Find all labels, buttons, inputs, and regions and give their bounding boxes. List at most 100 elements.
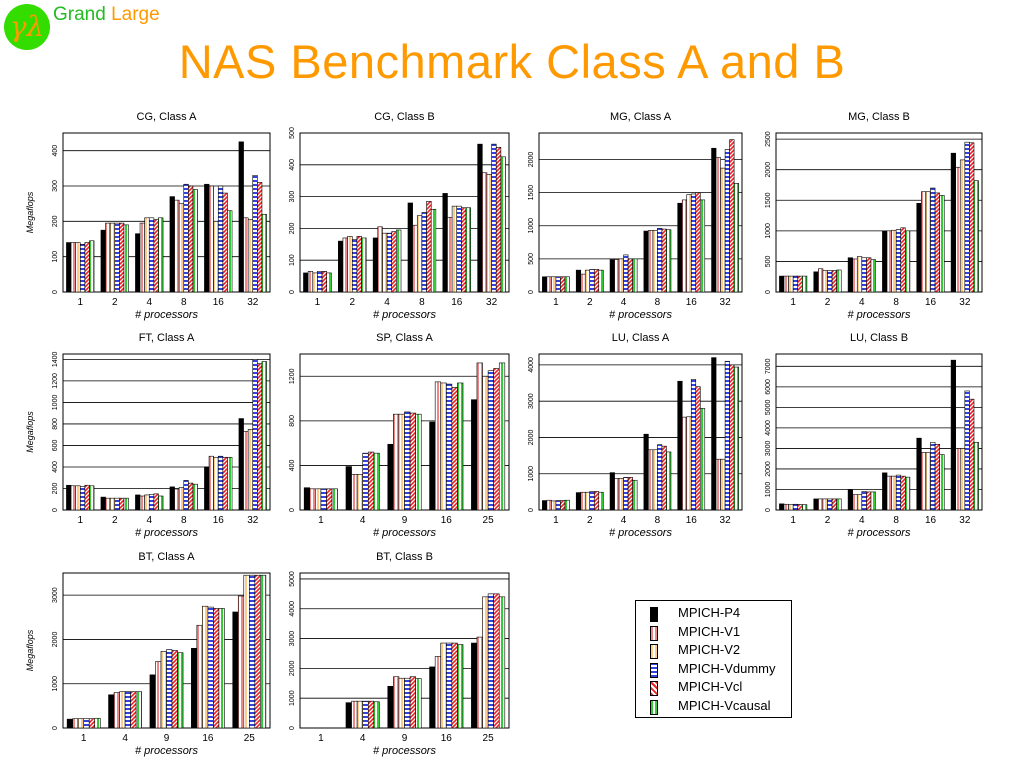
- bar-mpich-v1: [921, 452, 927, 511]
- bar-mpich-vcausal: [836, 269, 842, 293]
- bar-mpich-v2: [75, 242, 81, 293]
- bar-mpich-v1: [580, 491, 586, 511]
- bar-mpich-v2: [652, 449, 658, 511]
- chart-0: CG, Class A 0 100 200 300 400 1 2 4 8 16 32 # proces…: [25, 111, 271, 321]
- bar-mpich-vcausal: [177, 652, 184, 729]
- bar-mpich-v1: [139, 495, 145, 511]
- bar-mpich-vdummy: [930, 441, 936, 511]
- bar-mpich-p4: [303, 272, 309, 293]
- y-tick-label: 1000: [52, 395, 59, 411]
- bar-mpich-vcausal: [733, 366, 739, 511]
- logo-circle: [4, 4, 50, 50]
- bar-mpich-vcl: [84, 484, 90, 511]
- bar-mpich-p4: [169, 486, 175, 511]
- bar-mpich-v1: [70, 242, 76, 293]
- x-tick-label: 4: [859, 297, 865, 308]
- y-tick-label: 2000: [528, 152, 535, 168]
- bar-mpich-p4: [643, 433, 649, 511]
- legend-label: MPICH-V2: [678, 642, 741, 657]
- bar-mpich-p4: [575, 492, 582, 511]
- bar-mpich-v2: [686, 194, 692, 293]
- bar-mpich-v2: [551, 500, 557, 511]
- bar-mpich-p4: [135, 494, 141, 511]
- bar-mpich-vcausal: [500, 156, 506, 293]
- bar-mpich-vcausal: [123, 497, 129, 511]
- bar-mpich-vcausal: [666, 451, 672, 511]
- chart-title: LU, Class B: [850, 332, 908, 344]
- bar-mpich-v1: [342, 237, 348, 293]
- y-tick-label: 3000: [289, 631, 296, 647]
- bar-mpich-vcl: [409, 676, 416, 729]
- legend-label: MPICH-V1: [678, 623, 741, 639]
- bar-mpich-v1: [70, 485, 76, 511]
- legend-swatch: [650, 681, 658, 696]
- x-tick-label: 1: [77, 297, 83, 308]
- chart-3: MG, Class B 0 500 1000 1500 2000 2500 1 2 4 8 16 32 #…: [765, 111, 983, 321]
- bar-mpich-v1: [546, 276, 552, 293]
- bar-mpich-v1: [783, 275, 789, 293]
- legend: MPICH-P4 MPICH-V1 MPICH-V2 MPICH-Vdummy MPIC…: [635, 600, 792, 718]
- bar-mpich-v2: [856, 256, 863, 293]
- y-tick-label: 4000: [528, 357, 535, 373]
- plot-frame: [62, 132, 271, 293]
- x-tick-label: 8: [655, 297, 661, 308]
- x-tick-label: 16: [213, 515, 225, 526]
- bar-mpich-v2: [618, 478, 624, 511]
- bar-mpich-vcl: [409, 412, 416, 511]
- bar-mpich-v1: [393, 413, 400, 511]
- y-tick-label: 400: [52, 461, 59, 473]
- bar-mpich-vcausal: [123, 224, 129, 293]
- bar-mpich-p4: [232, 611, 239, 729]
- bar-mpich-p4: [387, 443, 394, 511]
- bar-mpich-vcausal: [870, 259, 876, 293]
- bar-mpich-vdummy: [690, 193, 697, 293]
- bar-mpich-p4: [711, 357, 717, 511]
- bar-mpich-v2: [891, 229, 897, 293]
- bar-mpich-vdummy: [657, 444, 663, 511]
- bar-mpich-vcl: [326, 488, 333, 511]
- bar-mpich-vcl: [729, 364, 735, 511]
- x-tick-label: 2: [825, 515, 831, 526]
- y-tick-label: 100: [289, 254, 296, 266]
- chart-title: LU, Class A: [612, 332, 670, 344]
- y-tick-label: 400: [289, 159, 296, 171]
- bar-mpich-p4: [471, 642, 478, 729]
- bar-mpich-vcl: [495, 147, 502, 293]
- bar-mpich-vdummy: [623, 254, 629, 293]
- bar-mpich-v2: [75, 485, 81, 511]
- bar-mpich-vcausal: [733, 183, 739, 293]
- bar-mpich-p4: [950, 152, 956, 293]
- bar-mpich-v2: [959, 448, 966, 511]
- x-tick-label: 16: [925, 515, 937, 526]
- bar-mpich-v2: [720, 167, 726, 293]
- bar-mpich-v1: [307, 271, 314, 293]
- bar-mpich-vdummy: [124, 691, 131, 729]
- chart-2: MG, Class A 0 500 1000 1500 2000 1 2 4 8 16 32 # pro…: [528, 111, 743, 321]
- chart-title: SP, Class A: [376, 332, 433, 344]
- x-axis-label: # processors: [373, 745, 436, 757]
- bar-mpich-vdummy: [724, 149, 730, 293]
- x-tick-label: 9: [402, 733, 408, 744]
- y-tick-label: 200: [289, 222, 296, 234]
- bar-mpich-v1: [412, 224, 418, 293]
- bar-mpich-vcl: [451, 642, 458, 729]
- bar-mpich-v2: [440, 642, 447, 729]
- bar-mpich-vcl: [222, 456, 228, 511]
- bar-mpich-v1: [105, 222, 111, 293]
- bar-mpich-vcausal: [564, 276, 570, 293]
- x-tick-label: 32: [247, 297, 259, 308]
- bar-mpich-v2: [119, 691, 126, 729]
- bar-mpich-p4: [108, 694, 115, 729]
- legend-item: MPICH-Vcl: [636, 679, 791, 697]
- bar-mpich-vdummy: [362, 452, 369, 511]
- bar-mpich-vdummy: [252, 359, 258, 511]
- bar-mpich-p4: [813, 498, 819, 511]
- bar-mpich-v2: [856, 494, 863, 511]
- bar-mpich-v1: [852, 494, 858, 511]
- bar-mpich-vdummy: [827, 270, 833, 293]
- bar-mpich-v2: [356, 474, 364, 511]
- bar-mpich-v1: [921, 191, 927, 293]
- x-tick-label: 8: [181, 515, 187, 526]
- bar-mpich-v2: [144, 494, 150, 511]
- y-tick-label: 4000: [289, 601, 296, 617]
